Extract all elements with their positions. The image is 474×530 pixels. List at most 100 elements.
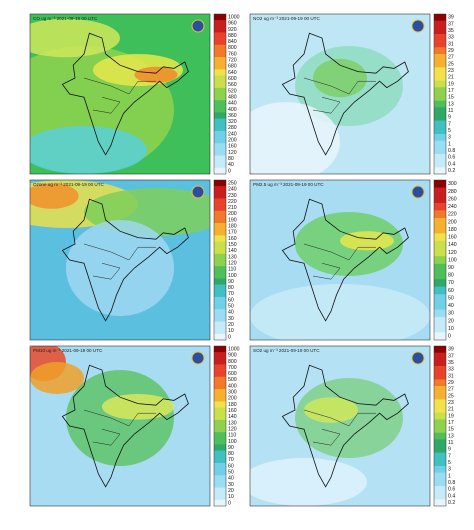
concentration-patch: [304, 397, 358, 423]
colorbar-label: 0: [228, 500, 231, 506]
colorbar-band: [434, 127, 446, 135]
colorbar-label: 1000: [228, 14, 240, 20]
colorbar-label: 120: [228, 150, 237, 156]
colorbar-label: 720: [228, 58, 237, 64]
colorbar-label: 0.8: [448, 480, 455, 486]
colorbar-band: [214, 493, 226, 501]
colorbar-band: [434, 459, 446, 467]
colorbar-label: 13: [448, 101, 454, 107]
map-panel: PM2.5 ug m⁻³ 2021-09-19 00 UTC 3002802602…: [249, 179, 457, 341]
colorbar-band: [434, 386, 446, 393]
colorbar-band: [214, 487, 226, 494]
colorbar-band: [214, 432, 226, 439]
colorbar-label: 3: [448, 135, 451, 141]
colorbar-band: [214, 364, 226, 371]
colorbar-band: [214, 192, 226, 199]
colorbar-label: 15: [448, 427, 454, 433]
colorbar-band: [214, 75, 226, 82]
colorbar-label: 200: [448, 219, 457, 225]
colorbar-label: 50: [228, 470, 234, 476]
colorbar-label: 160: [228, 408, 237, 414]
colorbar-label: 19: [448, 81, 454, 87]
colorbar-label: 160: [448, 235, 457, 241]
colorbar-label: 400: [228, 107, 237, 113]
colorbar-band: [434, 120, 446, 128]
colorbar-band: [214, 296, 226, 304]
colorbar-band: [434, 294, 446, 303]
colorbar-band: [434, 452, 446, 460]
colorbar-band: [214, 376, 226, 384]
colorbar-band: [434, 248, 446, 257]
colorbar-band: [214, 143, 226, 150]
colorbar-label: 230: [228, 193, 237, 199]
colorbar-label: 140: [448, 242, 457, 248]
map-field: [30, 346, 210, 506]
colorbar-label: 180: [228, 402, 237, 408]
colorbar-band: [214, 438, 226, 445]
colorbar-band: [214, 118, 226, 126]
colorbar-label: 31: [448, 41, 454, 47]
colorbar-label: 5: [448, 128, 451, 134]
concentration-patch: [250, 284, 430, 340]
colorbar-band: [214, 180, 226, 187]
state-border: [83, 243, 156, 261]
colorbar-label: 20: [448, 318, 454, 324]
colorbar-frame: [213, 345, 227, 507]
colorbar-label: 210: [228, 205, 237, 211]
colorbar-label: 320: [228, 119, 237, 125]
colorbar-label: 760: [228, 51, 237, 57]
colorbar-band: [214, 475, 226, 482]
colorbar-band: [434, 301, 446, 310]
colorbar-band: [434, 263, 446, 272]
colorbar-band: [434, 432, 446, 440]
map-frame: [29, 13, 211, 175]
colorbar-label: 100: [228, 439, 237, 445]
colorbar-label: 520: [228, 88, 237, 94]
colorbar-label: 80: [228, 285, 234, 291]
state-border: [92, 428, 121, 446]
state-border: [312, 96, 341, 114]
state-border: [303, 409, 376, 427]
concentration-patch: [30, 126, 147, 174]
colorbar-label: 200: [228, 211, 237, 217]
colorbar-band: [214, 44, 226, 52]
colorbar-label: 15: [448, 95, 454, 101]
state-border: [303, 243, 376, 261]
colorbar-label: 240: [228, 131, 237, 137]
colorbar-label: 150: [228, 242, 237, 248]
colorbar-label: 100: [228, 273, 237, 279]
colorbar-label: 20: [228, 488, 234, 494]
colorbar-frame: [433, 13, 447, 175]
colorbar-label: 100: [448, 257, 457, 263]
colorbar-band: [214, 161, 226, 169]
colorbar-label: 31: [448, 373, 454, 379]
colorbar-band: [434, 379, 446, 387]
colorbar-band: [434, 332, 446, 341]
india-outline: [281, 364, 409, 488]
state-border: [312, 262, 341, 280]
colorbar-label: 190: [228, 217, 237, 223]
colorbar-band: [214, 481, 226, 488]
colorbar-label: 0: [228, 168, 231, 174]
colorbar-label: 80: [228, 156, 234, 162]
colorbar-label: 23: [448, 68, 454, 74]
map-panel: SO2 ug m⁻³ 2021-09-19 00 UTC 393735333129…: [249, 345, 455, 507]
colorbar-label: 140: [228, 414, 237, 420]
colorbar-label: 80: [448, 273, 454, 279]
colorbar-label: 13: [448, 433, 454, 439]
map-frame: [249, 179, 431, 341]
colorbar-band: [214, 69, 226, 76]
colorbar-band: [434, 195, 446, 204]
panel-title: PM10 ug m⁻³ 2021-09-19 00 UTC: [33, 348, 103, 353]
colorbar-label: 10: [448, 326, 454, 332]
colorbar-band: [434, 160, 446, 168]
colorbar-band: [214, 223, 226, 230]
colorbar-label: 0.4: [448, 161, 455, 167]
colorbar-label: 9: [448, 115, 451, 121]
colorbar-band: [214, 32, 226, 39]
colorbar-band: [214, 290, 226, 298]
colorbar-label: 40: [228, 476, 234, 482]
colorbar-label: 600: [228, 76, 237, 82]
colorbar-band: [434, 210, 446, 219]
colorbar-label: 33: [448, 35, 454, 41]
